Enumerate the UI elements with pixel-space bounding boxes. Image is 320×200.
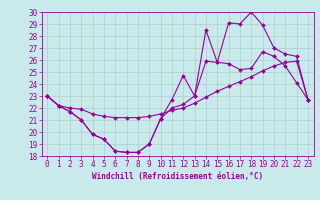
X-axis label: Windchill (Refroidissement éolien,°C): Windchill (Refroidissement éolien,°C)	[92, 172, 263, 181]
